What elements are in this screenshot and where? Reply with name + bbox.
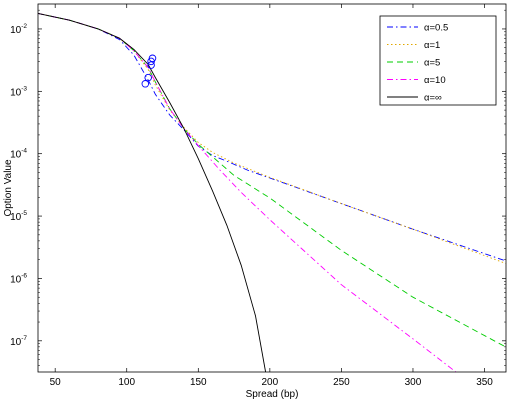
x-axis-label: Spread (bp) xyxy=(246,389,299,400)
series-line-4 xyxy=(37,12,457,373)
x-tick-label: 100 xyxy=(118,377,135,388)
y-axis: 10-2 10-3 10-4 10-5 10-6 10-7 xyxy=(10,9,506,366)
legend-box xyxy=(379,15,497,106)
x-tick-label: 150 xyxy=(190,377,207,388)
x-tick-label: 200 xyxy=(262,377,279,388)
legend-items: α=0.5 α=1 α=5 α=10 α=∞ xyxy=(387,23,448,104)
x-tick-label: 350 xyxy=(476,377,493,388)
marker-layer xyxy=(141,54,157,88)
marker-point xyxy=(147,61,155,69)
plot-frame xyxy=(37,3,507,373)
y-tick-label: 10-4 xyxy=(10,148,27,161)
legend-label-4: α=10 xyxy=(424,75,446,86)
series-layer xyxy=(37,12,507,373)
y-axis-label: Option Value xyxy=(3,159,14,217)
y-tick-label: 10-6 xyxy=(10,272,27,285)
legend-label-5: α=∞ xyxy=(424,93,442,104)
y-tick-label: 10-7 xyxy=(10,335,27,348)
marker-point xyxy=(141,80,150,88)
x-axis: 50 100 150 200 250 300 350 xyxy=(50,4,493,388)
legend: α=0.5 α=1 α=5 α=10 α=∞ xyxy=(379,15,497,106)
legend-label-1: α=0.5 xyxy=(424,23,448,34)
x-tick-label: 300 xyxy=(405,377,422,388)
x-tick-label: 250 xyxy=(333,377,350,388)
legend-label-3: α=5 xyxy=(424,58,440,69)
legend-label-2: α=1 xyxy=(424,40,440,51)
x-tick-label: 50 xyxy=(50,377,62,388)
marker-point xyxy=(148,54,157,63)
y-tick-label: 10-2 xyxy=(10,23,27,36)
series-line-5 xyxy=(37,12,267,373)
y-tick-label: 10-5 xyxy=(10,210,27,223)
marker-point xyxy=(144,73,152,82)
y-tick-label: 10-3 xyxy=(10,85,27,98)
